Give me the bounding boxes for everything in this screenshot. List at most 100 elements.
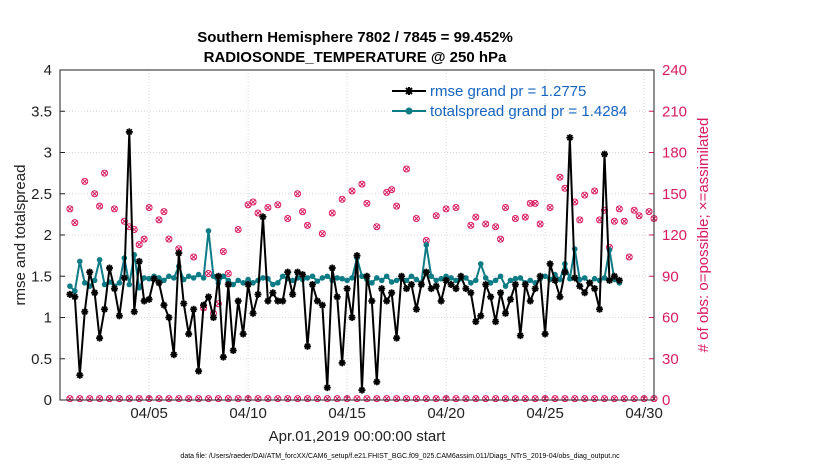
- obs-marker: [145, 204, 153, 211]
- totalspread-point: [502, 283, 509, 289]
- rmse-point: [135, 257, 143, 265]
- obs-marker: [318, 230, 326, 238]
- totalspread-point: [413, 276, 420, 283]
- legend-spread-marker: [405, 107, 413, 115]
- totalspread-point: [393, 277, 400, 284]
- totalspread-point: [126, 281, 133, 288]
- rmse-point: [368, 297, 376, 305]
- totalspread-point: [195, 271, 202, 278]
- rmse-point: [205, 293, 212, 301]
- rmse-point: [605, 276, 613, 284]
- rmse-point: [259, 213, 267, 221]
- rmse-point: [244, 281, 252, 288]
- rmse-point: [318, 301, 326, 309]
- rmse-point: [81, 308, 89, 316]
- totalspread-point: [438, 275, 444, 282]
- rmse-point: [546, 260, 554, 268]
- rmse-point: [373, 378, 381, 386]
- rmse-point: [586, 279, 594, 287]
- x-tick-label: 04/05: [130, 405, 168, 422]
- obs-marker: [393, 202, 401, 210]
- rmse-point: [581, 289, 589, 297]
- obs-marker: [328, 209, 336, 217]
- rmse-point: [591, 285, 599, 293]
- rmse-point: [328, 264, 336, 272]
- totalspread-point: [309, 273, 316, 280]
- rmse-point: [338, 359, 346, 367]
- rmse-point: [358, 386, 366, 394]
- rmse-point: [383, 297, 391, 305]
- totalspread-point: [433, 277, 440, 284]
- obs-marker: [531, 199, 539, 207]
- obs-marker: [205, 270, 212, 277]
- obs-marker: [511, 215, 519, 222]
- totalspread-point: [225, 277, 232, 284]
- obs-marker: [81, 177, 89, 185]
- obs-marker: [610, 217, 618, 225]
- obs-marker: [472, 213, 480, 221]
- obs-marker: [388, 186, 396, 194]
- rmse-point: [195, 367, 203, 375]
- rmse-point: [308, 281, 316, 288]
- rmse-point: [457, 272, 465, 280]
- obs-marker: [135, 241, 143, 249]
- rmse-point: [254, 290, 262, 298]
- obs-marker: [630, 206, 638, 214]
- totalspread-point: [344, 277, 350, 284]
- totalspread-point: [403, 277, 410, 284]
- rmse-point: [96, 334, 104, 342]
- obs-marker: [249, 198, 257, 206]
- totalspread-point: [101, 281, 108, 288]
- obs-marker: [110, 205, 118, 213]
- y-right-tick-label: 180: [662, 145, 687, 162]
- rmse-point: [601, 150, 608, 158]
- totalspread-point: [497, 273, 504, 280]
- rmse-point: [234, 297, 242, 305]
- rmse-point: [447, 281, 455, 288]
- rmse-point: [378, 285, 386, 293]
- rmse-point: [101, 305, 109, 313]
- chart-title-line1: Southern Hemisphere 7802 / 7845 = 99.452…: [197, 29, 513, 46]
- y-right-tick-label: 240: [662, 62, 687, 79]
- rmse-point: [313, 297, 321, 305]
- footnote: data file: /Users/raeder/DAI/ATM_forcXX/…: [180, 453, 620, 460]
- totalspread-point: [136, 285, 142, 291]
- rmse-point: [284, 268, 292, 276]
- obs-marker: [96, 202, 104, 210]
- rmse-point: [422, 268, 430, 276]
- rmse-point: [526, 297, 534, 305]
- obs-marker: [165, 235, 173, 243]
- totalspread-point: [339, 275, 345, 282]
- obs-marker: [254, 209, 262, 217]
- rmse-point: [249, 309, 257, 317]
- obs-marker: [101, 169, 109, 177]
- totalspread-point: [443, 273, 449, 280]
- rmse-point: [462, 285, 470, 293]
- rmse-point: [264, 297, 272, 305]
- obs-marker: [155, 216, 163, 224]
- rmse-point: [407, 281, 415, 288]
- totalspread-point: [557, 276, 563, 283]
- totalspread-point: [146, 275, 152, 282]
- totalspread-point: [250, 280, 256, 286]
- rmse-point: [106, 264, 113, 272]
- totalspread-point: [235, 277, 241, 284]
- obs-marker: [615, 205, 623, 213]
- y-right-tick-label: 150: [662, 186, 687, 203]
- rmse-line: [69, 130, 620, 392]
- obs-marker: [412, 215, 420, 222]
- rmse-point: [506, 295, 514, 303]
- y-left-tick-label: 4: [44, 62, 52, 79]
- obs-marker: [546, 204, 554, 211]
- totalspread-point: [428, 273, 435, 280]
- obs-marker: [160, 208, 168, 216]
- y-left-tick-label: 0: [44, 392, 52, 409]
- rmse-point: [224, 281, 232, 288]
- obs-marker: [497, 235, 505, 243]
- totalspread-point: [319, 275, 326, 281]
- legend-spread-label: totalspread grand pr = 1.4284: [430, 103, 627, 120]
- legend-rmse-marker: [405, 87, 413, 95]
- rmse-point: [185, 330, 193, 338]
- totalspread-point: [487, 280, 494, 286]
